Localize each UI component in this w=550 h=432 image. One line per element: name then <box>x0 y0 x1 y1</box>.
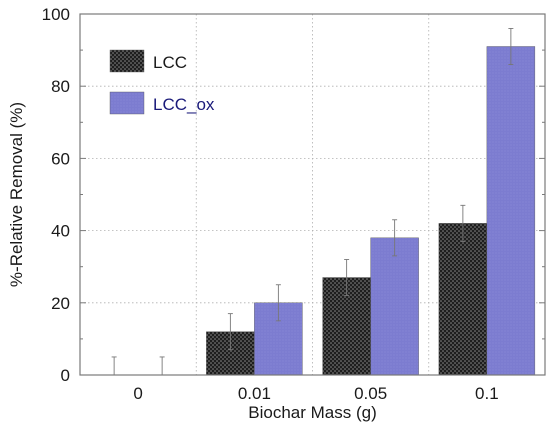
axis-ticks: 0 20 40 60 80 100 0 0.01 0.05 0.1 <box>42 5 545 403</box>
bar-lcc-ox-0-1 <box>486 46 536 376</box>
legend-swatch-lcc-ox <box>109 91 145 115</box>
legend: LCC LCC_ox <box>109 49 215 115</box>
bar-lcc-ox-0-05 <box>370 237 419 376</box>
y-tick-label: 80 <box>51 77 70 96</box>
x-tick-label: 0.01 <box>238 384 271 403</box>
y-axis-title: %-Relative Removal (%) <box>7 102 26 287</box>
legend-swatch-lcc <box>109 49 145 73</box>
legend-label-lcc-ox: LCC_ox <box>153 95 215 114</box>
gridlines <box>80 14 545 375</box>
bar-lcc-0-1 <box>438 223 488 376</box>
legend-label-lcc: LCC <box>153 53 187 72</box>
y-tick-label: 20 <box>51 294 70 313</box>
error-bars <box>111 27 514 375</box>
bars <box>206 46 536 376</box>
x-tick-label: 0.05 <box>354 384 387 403</box>
x-tick-label: 0.1 <box>475 384 499 403</box>
y-tick-label: 0 <box>61 366 70 385</box>
x-axis-title: Biochar Mass (g) <box>248 403 376 422</box>
y-tick-label: 40 <box>51 222 70 241</box>
y-tick-label: 60 <box>51 149 70 168</box>
x-tick-label: 0 <box>133 384 142 403</box>
y-tick-label: 100 <box>42 5 70 24</box>
